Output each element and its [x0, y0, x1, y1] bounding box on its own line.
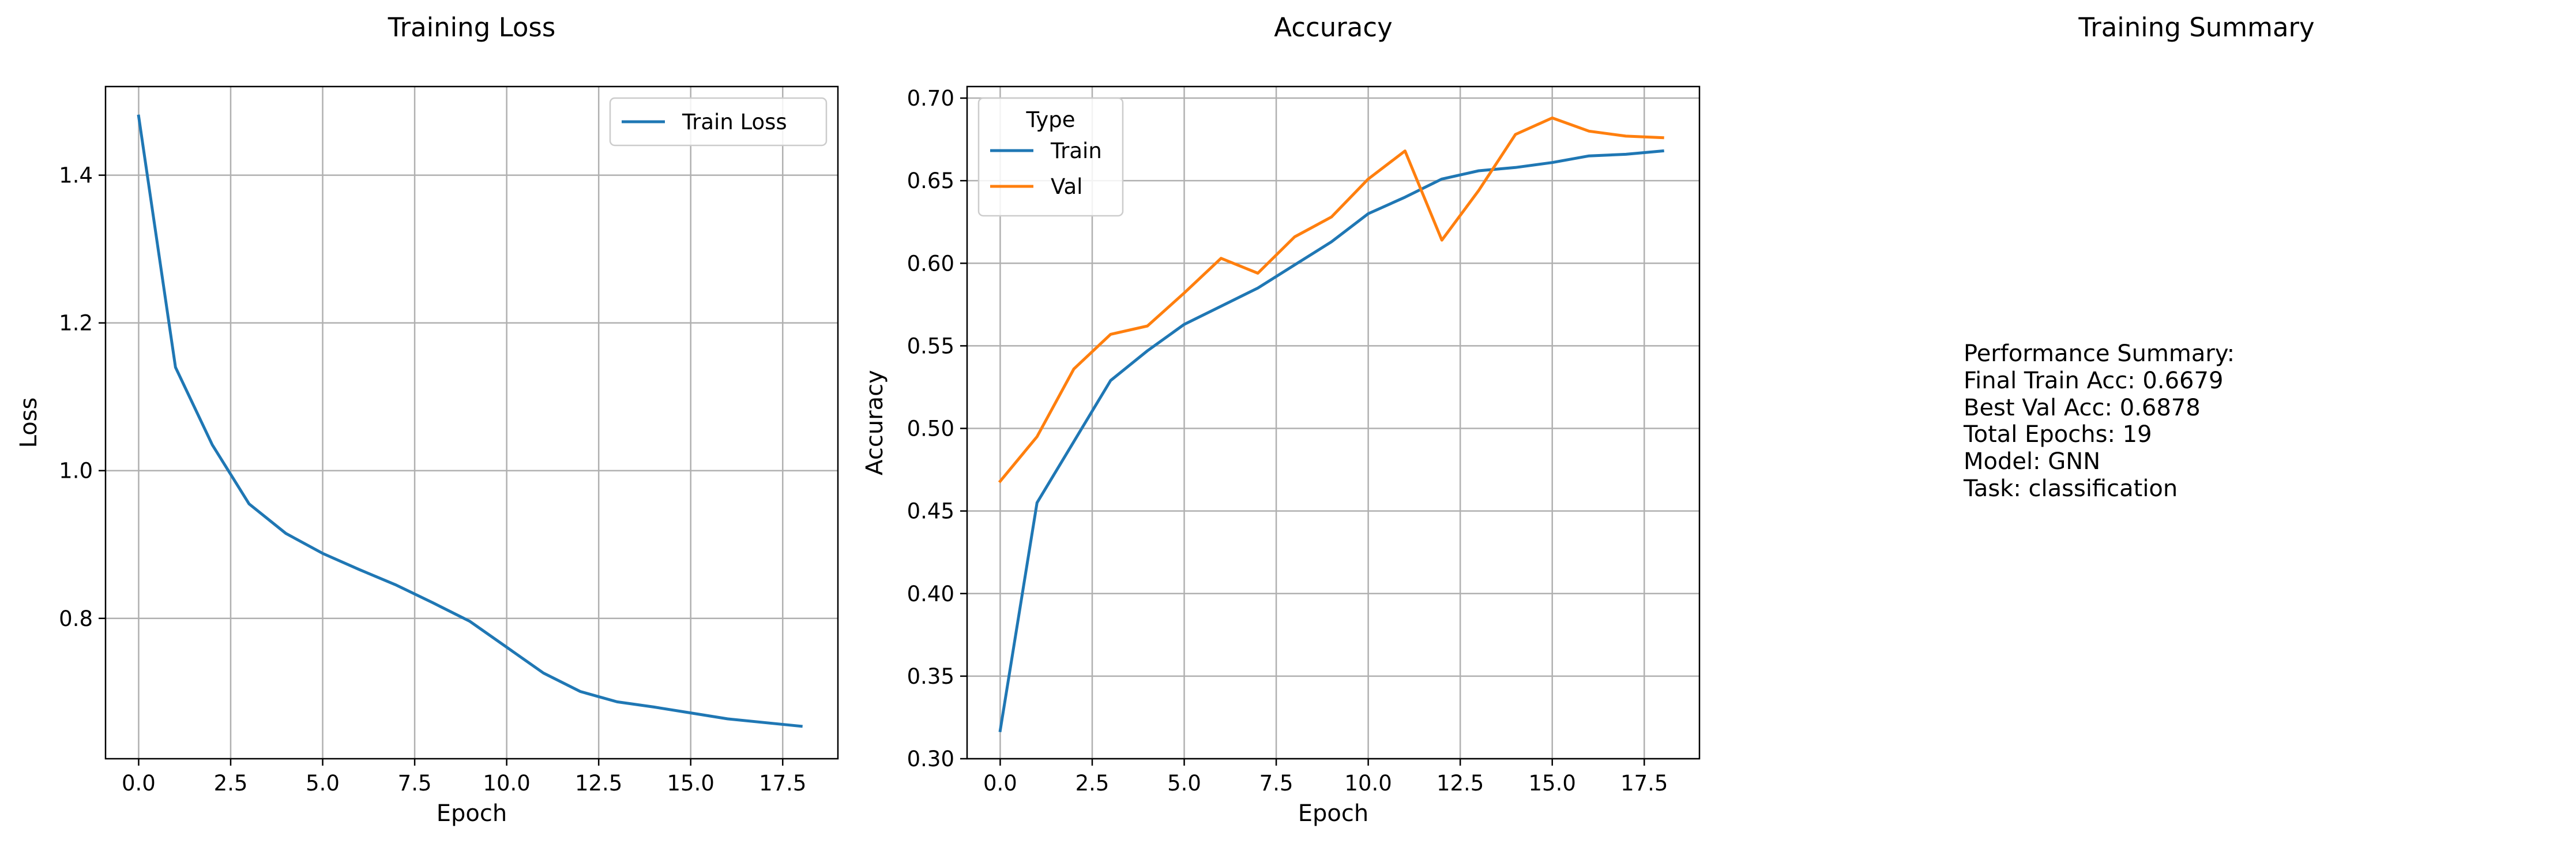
y-tick-label: 0.35: [907, 664, 954, 689]
x-tick-label: 17.5: [1620, 771, 1668, 796]
y-tick-label: 0.40: [907, 582, 954, 606]
x-tick-label: 0.0: [122, 771, 156, 796]
summary-panel: Training Summary Performance Summary: Fi…: [1963, 12, 2315, 502]
y-axis-label: Accuracy: [862, 370, 888, 475]
axes-frame: [966, 85, 1701, 760]
x-tick-label: 12.5: [1436, 771, 1484, 796]
y-axis-label: Loss: [16, 398, 42, 448]
x-tick-label: 12.5: [575, 771, 622, 796]
legend: Train Loss: [609, 97, 828, 147]
y-tick-label: 0.8: [59, 606, 93, 631]
series-line-train: [998, 149, 1664, 733]
y-tick-label: 0.45: [907, 499, 954, 524]
y-tick-label: 0.60: [907, 251, 954, 276]
legend-label: Val: [1051, 174, 1082, 199]
x-axis-label: Epoch: [1298, 800, 1368, 827]
y-tick-label: 1.4: [59, 163, 93, 188]
x-tick-label: 0.0: [983, 771, 1017, 796]
x-tick-label: 2.5: [214, 771, 248, 796]
legend-label: Train: [1050, 138, 1102, 163]
y-tick-label: 0.30: [907, 747, 954, 771]
x-tick-label: 2.5: [1075, 771, 1110, 796]
x-axis-label: Epoch: [437, 800, 507, 827]
y-tick-label: 0.55: [907, 333, 954, 358]
summary-line: Final Train Acc: 0.6679: [1964, 368, 2223, 394]
summary-line: Performance Summary:: [1964, 340, 2235, 367]
y-tick-label: 0.65: [907, 168, 954, 193]
x-tick-label: 17.5: [759, 771, 806, 796]
summary-line: Task: classification: [1963, 475, 2178, 502]
legend-title: Type: [1026, 107, 1075, 132]
chart-accuracy: Accuracy 0.0 2.5 5.0 7.5 10.0 12.5 15.0 17.5 0.30…: [862, 12, 1701, 827]
summary-line: Model: GNN: [1964, 448, 2100, 475]
x-tick-label: 5.0: [306, 771, 340, 796]
y-tick-label: 0.50: [907, 417, 954, 441]
x-tick-label: 7.5: [1259, 771, 1293, 796]
y-tick-label: 0.70: [907, 86, 954, 111]
summary-line: Best Val Acc: 0.6878: [1964, 395, 2201, 421]
x-tick-label: 5.0: [1167, 771, 1201, 796]
x-tick-label: 15.0: [667, 771, 714, 796]
summary-line: Total Epochs: 19: [1963, 421, 2152, 448]
series-line-val: [998, 116, 1664, 484]
legend-box: [609, 97, 828, 147]
x-tick-label: 10.0: [1344, 771, 1392, 796]
chart-title: Training Loss: [388, 12, 556, 43]
x-tick-label: 15.0: [1529, 771, 1576, 796]
y-tick-label: 1.2: [59, 311, 93, 336]
legend: Type Train Val: [977, 97, 1124, 217]
y-tick-label: 1.0: [59, 459, 93, 484]
legend-label: Train Loss: [682, 110, 787, 134]
axes-frame: [104, 85, 839, 760]
x-tick-label: 7.5: [398, 771, 432, 796]
chart-title: Accuracy: [1274, 12, 1392, 43]
summary-panel-title: Training Summary: [2078, 12, 2314, 43]
series-line-train-loss: [137, 114, 803, 728]
x-tick-label: 10.0: [483, 771, 530, 796]
chart-training-loss: Training Loss 0.0 2.5 5.0 7.5 10.0 12.5 15.0 17.…: [16, 12, 839, 827]
